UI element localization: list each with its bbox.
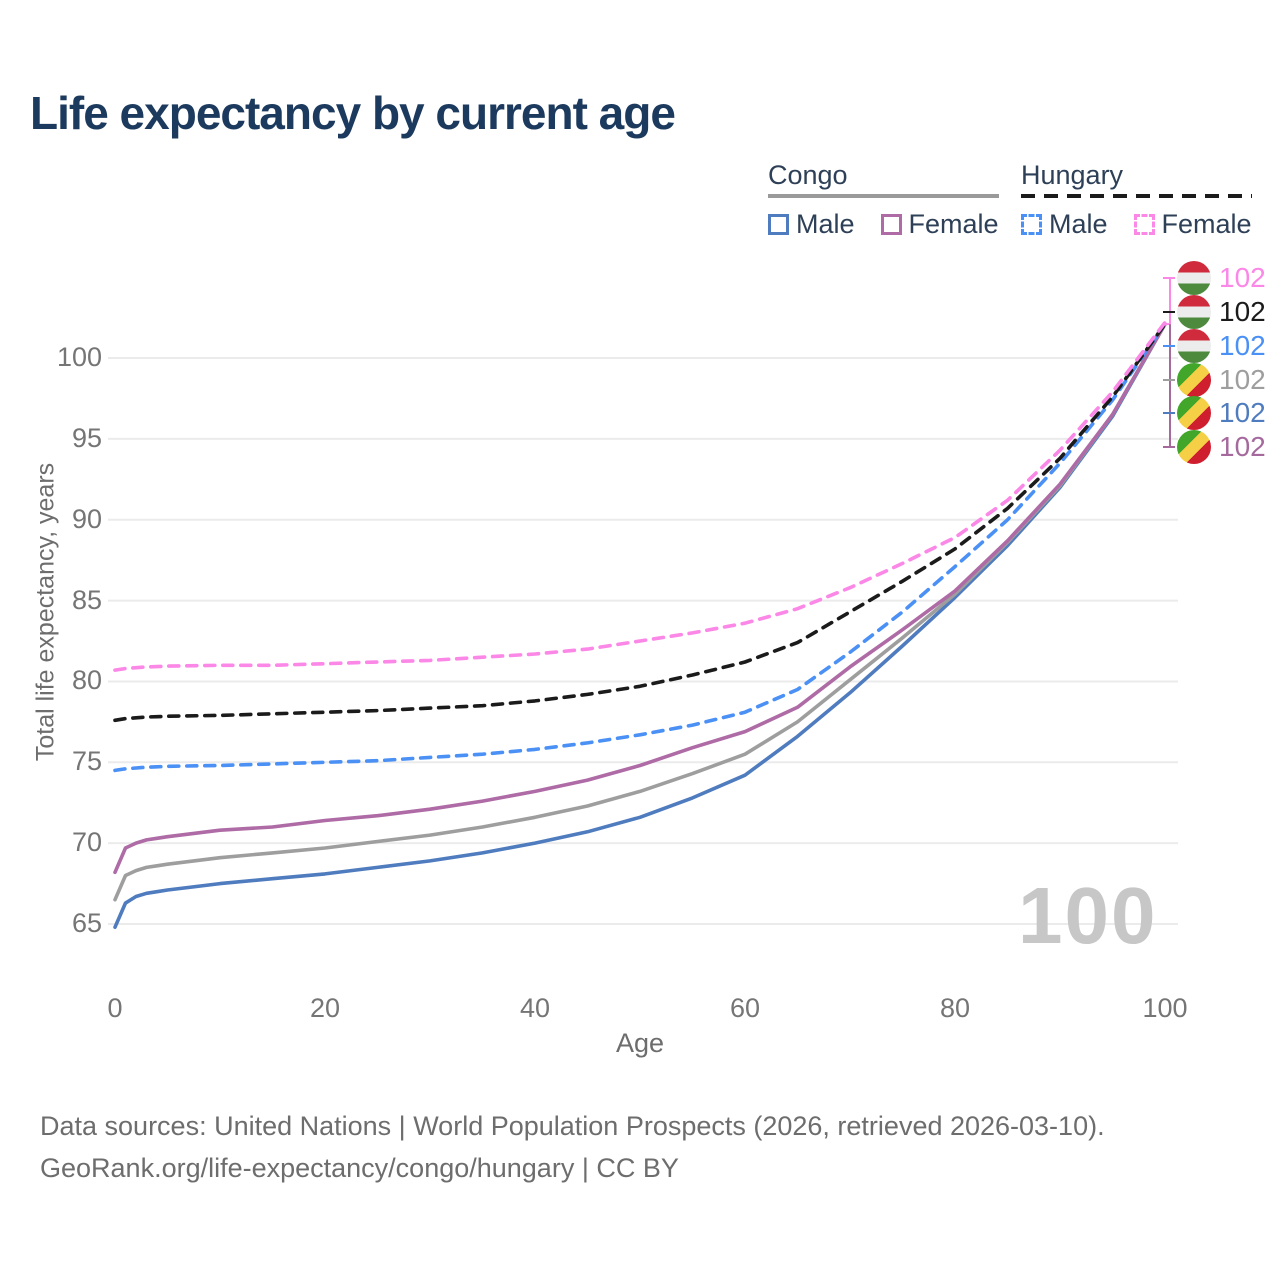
x-tick-label: 80 (939, 993, 971, 1023)
end-label-row: 102 (1177, 261, 1266, 295)
legend-congo-female-label: Female (908, 209, 999, 239)
x-axis-title: Age (615, 1028, 665, 1058)
x-tick-label: 0 (107, 993, 123, 1023)
y-tick-label: 75 (71, 746, 102, 777)
y-tick-label: 85 (71, 584, 102, 615)
y-tick-label: 90 (71, 503, 102, 534)
legend-group-hungary: Hungary Male Female (1021, 160, 1252, 240)
legend-hungary-items: Male Female (1021, 209, 1252, 240)
footer: Data sources: United Nations | World Pop… (40, 1106, 1105, 1190)
legend-item-congo-female[interactable]: Female (880, 209, 999, 240)
y-tick-label: 65 (71, 908, 102, 938)
congo-female-swatch-icon (880, 214, 902, 235)
legend-hungary-header[interactable]: Hungary (1021, 160, 1252, 198)
y-tick-label: 70 (71, 827, 102, 858)
end-label-value: 102 (1219, 330, 1266, 361)
legend-congo-header[interactable]: Congo (768, 160, 999, 198)
series-line-hungary-male[interactable] (113, 322, 1167, 773)
legend-congo-male-label: Male (796, 209, 855, 239)
series-line-congo[interactable] (113, 322, 1167, 902)
footer-sources: Data sources: United Nations | World Pop… (40, 1111, 1105, 1141)
footer-attribution: GeoRank.org/life-expectancy/congo/hungar… (40, 1152, 679, 1183)
series-line-hungary[interactable] (113, 322, 1167, 723)
hungary-male-swatch-icon (1021, 214, 1042, 235)
x-tick-label: 100 (1142, 993, 1188, 1023)
end-label-row: 102 (1177, 430, 1266, 464)
legend-hungary-female-label: Female (1161, 209, 1252, 239)
hungary-flag-icon (1177, 329, 1211, 363)
congo-flag-icon (1177, 396, 1211, 430)
end-label-value: 102 (1219, 296, 1266, 327)
end-label-value: 102 (1219, 262, 1266, 293)
chart-title: Life expectancy by current age (30, 87, 676, 139)
hungary-female-swatch-icon (1133, 214, 1155, 235)
congo-male-swatch-icon (768, 214, 789, 235)
congo-flag-icon (1177, 430, 1211, 464)
y-tick-label: 95 (71, 422, 102, 453)
legend-item-hungary-female[interactable]: Female (1133, 209, 1252, 240)
y-tick-label: 100 (56, 342, 102, 373)
legend-group-congo: Congo Male Female (768, 160, 999, 240)
end-label-value: 102 (1219, 364, 1266, 395)
y-tick-label: 80 (71, 665, 102, 696)
legend-congo-items: Male Female (768, 209, 999, 240)
hungary-overall-line-swatch (1021, 194, 1252, 198)
end-label-value: 102 (1219, 397, 1266, 428)
x-tick-label: 40 (519, 993, 551, 1023)
end-label-row: 102 (1177, 329, 1266, 363)
legend-hungary-male-label: Male (1049, 209, 1108, 239)
legend-item-congo-male[interactable]: Male (768, 209, 855, 240)
end-label-value: 102 (1219, 431, 1266, 462)
congo-overall-line-swatch (768, 194, 999, 198)
age-watermark: 100 (1018, 871, 1158, 960)
x-tick-label: 60 (729, 993, 761, 1023)
legend-hungary-label: Hungary (1021, 160, 1124, 190)
legend-item-hungary-male[interactable]: Male (1021, 209, 1108, 240)
end-label-row: 102 (1177, 363, 1266, 397)
series-line-congo-female[interactable] (113, 322, 1167, 875)
hungary-flag-icon (1177, 295, 1211, 329)
legend-congo-label: Congo (768, 160, 848, 190)
end-label-row: 102 (1177, 396, 1266, 430)
congo-flag-icon (1177, 363, 1211, 397)
end-label-row: 102 (1177, 295, 1266, 329)
series-line-congo-male[interactable] (113, 322, 1167, 930)
series-line-hungary-female[interactable] (113, 320, 1167, 672)
x-tick-label: 20 (309, 993, 341, 1023)
hungary-flag-icon (1177, 261, 1211, 295)
